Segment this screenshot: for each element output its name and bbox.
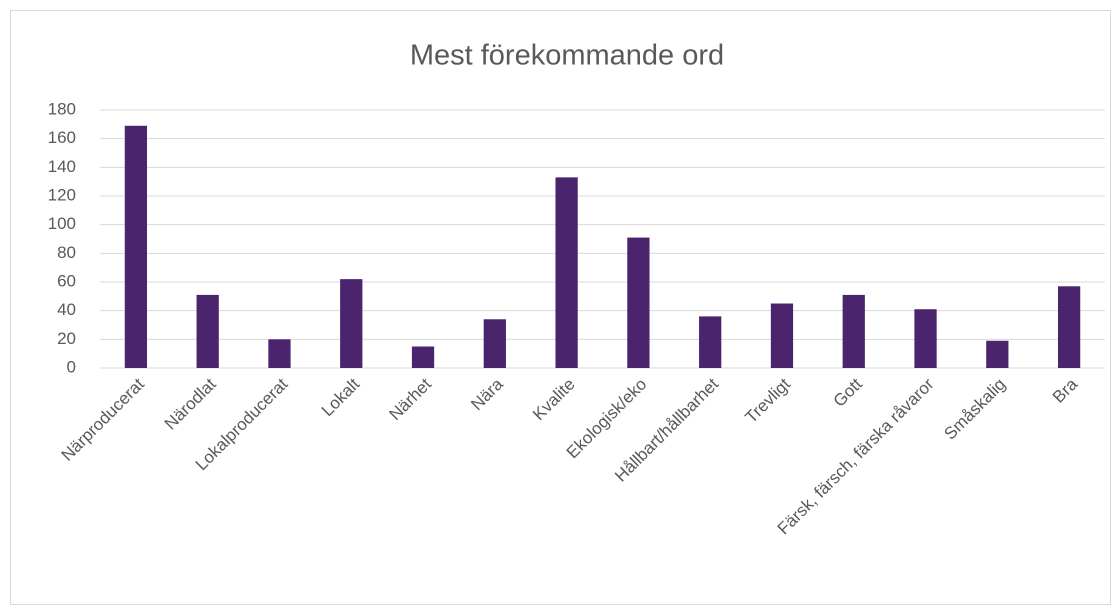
bar: [770, 303, 794, 368]
y-tick-label: 0: [67, 357, 76, 376]
bar: [699, 316, 722, 368]
y-tick-label: 160: [48, 128, 76, 147]
bar: [986, 340, 1009, 368]
y-tick-label: 140: [48, 157, 76, 176]
bar: [842, 294, 865, 368]
y-tick-label: 60: [57, 271, 76, 290]
y-tick-label: 120: [48, 185, 76, 204]
y-tick-label: 40: [57, 300, 76, 319]
y-tick-label: 180: [48, 99, 76, 118]
y-tick-label: 20: [57, 329, 76, 348]
chart-title: Mest förekommande ord: [410, 40, 724, 72]
bar: [555, 177, 578, 368]
bar: [268, 339, 291, 368]
bar: [124, 125, 148, 369]
bar: [1057, 286, 1081, 368]
y-tick-label: 100: [48, 214, 76, 233]
bar: [627, 237, 650, 368]
y-tick-label: 80: [57, 243, 76, 262]
bar: [411, 346, 435, 368]
bar: [914, 309, 937, 368]
bar: [196, 294, 219, 368]
bar: [340, 279, 363, 368]
bar: [483, 319, 506, 368]
